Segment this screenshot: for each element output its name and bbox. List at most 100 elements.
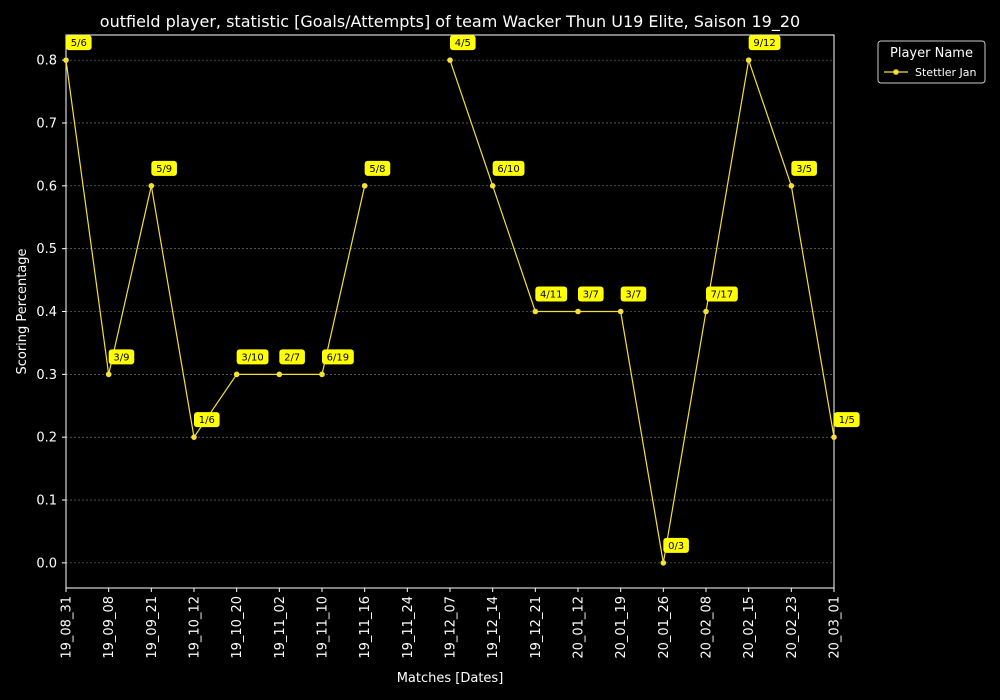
data-point	[831, 434, 837, 440]
series-line	[65, 60, 366, 439]
data-point	[617, 308, 624, 315]
x-tick-label: 19_11_24	[401, 596, 416, 659]
y-tick-label: 0.8	[36, 54, 57, 69]
y-tick-label: 0.1	[36, 494, 57, 509]
y-axis-label: Scoring Percentage	[15, 248, 30, 374]
x-tick-label: 19_11_16	[358, 596, 373, 659]
y-tick-label: 0.7	[36, 116, 57, 131]
data-label-text: 1/5	[839, 415, 855, 426]
data-label-box	[108, 349, 135, 365]
data-label-box	[322, 349, 354, 365]
data-label: 0/3	[663, 537, 689, 553]
x-tick-label: 20_01_12	[572, 596, 587, 659]
data-label-text: 3/10	[241, 352, 263, 363]
y-tick-label: 0.4	[36, 305, 57, 320]
x-tick-label: 20_02_15	[742, 596, 757, 659]
data-label-text: 5/6	[71, 38, 87, 49]
x-tick-label: 20_03_01	[828, 596, 843, 659]
y-tick-label: 0.0	[36, 556, 57, 571]
x-tick-label: 19_12_07	[444, 596, 459, 659]
data-label: 5/9	[151, 160, 177, 176]
data-label-box	[578, 286, 604, 302]
data-label-text: 3/7	[625, 290, 641, 301]
data-point	[489, 183, 496, 189]
x-tick-label: 19_09_08	[102, 596, 117, 659]
data-label: 1/5	[834, 412, 860, 428]
data-label: 3/9	[108, 349, 135, 365]
data-label: 6/19	[322, 349, 354, 365]
data-label-box	[450, 35, 476, 51]
x-tick-label: 20_02_23	[785, 596, 800, 659]
chart-title: outfield player, statistic [Goals/Attemp…	[100, 12, 800, 32]
data-point	[319, 371, 325, 378]
legend-series-name: Stettler Jan	[915, 66, 977, 79]
data-label-box	[834, 412, 860, 428]
data-point	[660, 560, 667, 566]
data-label-text: 5/9	[156, 164, 172, 175]
data-point	[532, 308, 539, 315]
data-label-box	[364, 160, 391, 176]
y-axis: 0.0 0.1 0.2 0.3 0.4 0.5 0.6 0.7 0.8	[36, 54, 66, 571]
x-axis-label: Matches [Dates]	[397, 671, 504, 686]
data-point	[191, 434, 197, 440]
data-label-text: 0/3	[668, 541, 684, 552]
y-tick-label: 0.5	[36, 242, 57, 257]
data-label-box	[151, 160, 177, 176]
data-label: 4/11	[535, 286, 568, 302]
x-tick-label: 19_08_31	[60, 596, 75, 659]
data-point	[105, 371, 112, 378]
data-label-text: 3/9	[113, 352, 129, 363]
y-tick-label: 0.3	[36, 368, 57, 383]
data-label-text: 5/8	[369, 164, 385, 175]
data-label-box	[535, 286, 568, 302]
data-label-text: 7/17	[711, 290, 733, 301]
data-label-box	[620, 286, 647, 302]
data-label: 3/5	[791, 160, 817, 176]
data-label: 5/8	[364, 160, 391, 176]
data-label: 5/6	[66, 35, 92, 51]
data-label-text: 3/5	[796, 164, 812, 175]
x-tick-label: 19_09_21	[145, 596, 160, 659]
x-tick-label: 19_11_02	[273, 596, 288, 659]
legend-series-marker	[893, 69, 899, 75]
data-label: 6/10	[492, 160, 525, 176]
data-labels: 5/6 3/9 5/9 1/6 3/10 2/7 6/19 5/8 4/5 6/10 4/11 3/7…	[66, 35, 860, 553]
data-label-box	[236, 349, 269, 365]
data-label-box	[663, 537, 689, 553]
data-point	[233, 371, 240, 378]
data-point	[63, 57, 69, 63]
data-point	[703, 308, 709, 315]
series-line	[449, 59, 835, 563]
x-axis: 19_08_31 19_09_08 19_09_21 19_10_12 19_10_20…	[60, 588, 843, 659]
data-label: 3/7	[620, 286, 647, 302]
data-label: 1/6	[194, 412, 220, 428]
data-label-text: 3/7	[583, 290, 599, 301]
x-tick-label: 20_01_19	[614, 596, 629, 659]
data-point	[745, 57, 752, 63]
data-label-text: 4/5	[455, 38, 471, 49]
data-label: 4/5	[450, 35, 476, 51]
data-label: 3/7	[578, 286, 604, 302]
x-tick-label: 19_12_14	[486, 596, 501, 659]
data-point	[447, 57, 453, 63]
y-tick-label: 0.6	[36, 179, 57, 194]
y-tick-label: 0.2	[36, 431, 57, 446]
data-label: 3/10	[236, 349, 269, 365]
data-label-box	[492, 160, 525, 176]
x-tick-label: 19_12_21	[529, 596, 544, 659]
data-point	[276, 371, 283, 378]
data-label-text: 6/10	[497, 164, 519, 175]
data-label-text: 9/12	[753, 38, 775, 49]
data-point	[575, 308, 581, 315]
data-label: 9/12	[748, 35, 781, 51]
data-point	[148, 183, 155, 189]
data-label-box	[706, 286, 738, 302]
data-label-box	[66, 35, 92, 51]
data-point	[361, 183, 368, 189]
x-tick-label: 20_01_26	[657, 596, 672, 659]
data-label-box	[194, 412, 220, 428]
data-label-box	[791, 160, 817, 176]
data-label-box	[279, 349, 305, 365]
